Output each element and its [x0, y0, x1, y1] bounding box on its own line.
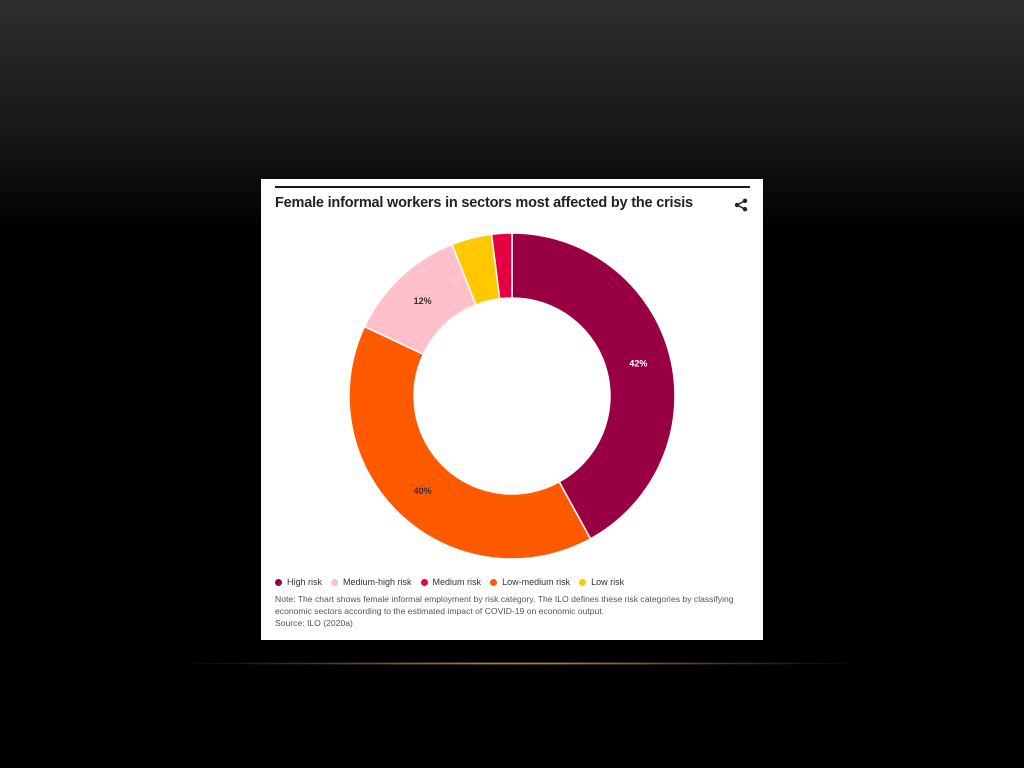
legend-item-medium-high-risk[interactable]: Medium-high risk [331, 577, 412, 587]
chart-title: Female informal workers in sectors most … [275, 195, 693, 211]
legend-item-low-medium-risk[interactable]: Low-medium risk [490, 577, 570, 587]
legend-label: High risk [287, 577, 323, 587]
legend-item-medium-risk[interactable]: Medium risk [420, 577, 482, 587]
decorative-gold-line [180, 662, 860, 665]
legend-label: Low risk [591, 577, 625, 587]
slice-low-medium-risk[interactable] [348, 325, 592, 560]
data-label-medium-high-risk: 12% [414, 296, 432, 306]
legend-swatch [275, 578, 282, 586]
data-label-high-risk: 42% [629, 359, 647, 369]
legend-label: Medium-high risk [343, 577, 412, 587]
slice-medium-risk[interactable] [490, 232, 513, 300]
data-label-low-medium-risk: 40% [414, 486, 432, 496]
top-divider [275, 186, 750, 188]
share-icon[interactable] [734, 198, 748, 212]
slice-high-risk[interactable] [511, 232, 676, 540]
legend-item-low-risk[interactable]: Low risk [579, 577, 624, 587]
chart-note: Note: The chart shows female informal em… [275, 594, 734, 616]
legend-swatch [331, 578, 339, 586]
legend-item-high-risk[interactable]: High risk [275, 577, 322, 587]
legend-swatch [420, 578, 428, 586]
legend-label: Medium risk [432, 577, 482, 587]
chart-card: Female informal workers in sectors most … [261, 179, 763, 640]
legend-swatch [579, 578, 587, 586]
legend-swatch [490, 578, 498, 586]
donut-chart: 42% 40% 12% [348, 232, 676, 560]
chart-legend: High risk Medium-high risk Medium risk Low-… [275, 577, 633, 587]
legend-label: Low-medium risk [502, 577, 571, 587]
chart-source: Source: ILO (2020a) [275, 618, 353, 628]
